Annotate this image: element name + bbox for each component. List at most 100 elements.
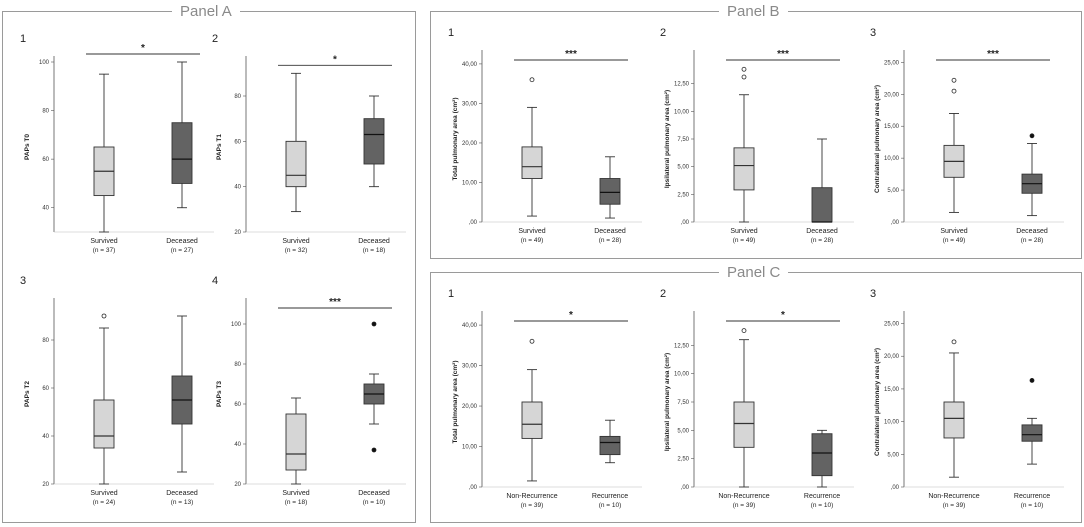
y-tick-label: 25,00 <box>884 60 900 66</box>
y-tick-label: 2,50 <box>677 457 689 463</box>
x-category-label: Survived <box>282 490 309 497</box>
outlier-point <box>101 313 107 319</box>
x-category-label: Survived <box>730 228 757 235</box>
subplot-number: 1 <box>20 33 26 45</box>
y-axis-label: Ipsilateral pulmonary area (cm²) <box>664 353 671 451</box>
x-category-label: Recurrence <box>592 493 628 500</box>
y-axis-label: Contralateral pulmonary area (cm²) <box>874 85 881 193</box>
y-tick-label: 40 <box>234 185 241 191</box>
y-tick-label: 80 <box>234 362 241 368</box>
y-tick-label: 20,00 <box>884 92 900 98</box>
outlier-point <box>1029 378 1035 383</box>
y-tick-label: 40 <box>42 206 49 212</box>
subplot-number: 1 <box>448 27 454 39</box>
panel-b-frame <box>430 11 1082 259</box>
x-category-label: Non-Recurrence <box>718 493 769 500</box>
y-tick-label: 10,00 <box>884 420 900 426</box>
x-category-label: Deceased <box>594 228 626 235</box>
y-tick-label: 80 <box>42 338 49 344</box>
x-sample-size: (n = 39) <box>943 502 966 509</box>
y-tick-label: 20 <box>234 230 241 236</box>
chart-panel-a-3: 3 20 40 60 80 PAPs T2 Survived (n = 24) Deceased… <box>20 275 214 506</box>
chart-panel-b-1: 1 ,00 10,00 20,00 30,00 40,00 Total pulmonary … <box>448 27 642 244</box>
panel-a-title: Panel A <box>172 3 240 20</box>
y-tick-label: 5,00 <box>677 165 689 171</box>
chart-panel-a-2: 2 20 40 60 80 PAPs T1 * Survived (n = 32) Decease… <box>212 33 406 254</box>
y-tick-label: ,00 <box>891 220 900 226</box>
y-tick-label: ,00 <box>469 485 478 491</box>
y-tick-label: 12,50 <box>674 82 690 88</box>
x-category-label: Recurrence <box>1014 493 1050 500</box>
subplot-number: 3 <box>870 27 876 39</box>
outlier-point <box>951 88 957 94</box>
box <box>811 433 833 477</box>
box <box>733 401 755 448</box>
y-tick-label: 20 <box>42 482 49 488</box>
x-sample-size: (n = 10) <box>599 502 622 509</box>
y-axis-label: Contralateral pulmonary area (cm²) <box>874 348 881 456</box>
y-tick-label: 10,00 <box>674 109 690 115</box>
chart-panel-c-1: 1 ,00 10,00 20,00 30,00 40,00 Total pulmonary … <box>448 288 642 509</box>
x-category-label: Survived <box>282 238 309 245</box>
x-sample-size: (n = 10) <box>811 502 834 509</box>
y-tick-label: 10,00 <box>884 156 900 162</box>
chart-panel-b-3: 3 ,00 5,00 10,00 15,00 20,00 25,00 Contralatera… <box>870 27 1064 244</box>
subplot-number: 2 <box>660 288 666 300</box>
box <box>521 146 543 179</box>
x-category-label: Deceased <box>806 228 838 235</box>
y-tick-label: ,00 <box>681 220 690 226</box>
outlier-point <box>741 74 747 80</box>
x-sample-size: (n = 28) <box>1021 237 1044 244</box>
x-category-label: Survived <box>518 228 545 235</box>
x-category-label: Survived <box>90 238 117 245</box>
x-sample-size: (n = 10) <box>363 499 386 506</box>
x-category-label: Deceased <box>1016 228 1048 235</box>
significance-marker: * <box>569 310 573 321</box>
y-tick-label: 12,50 <box>674 343 690 349</box>
y-tick-label: 100 <box>39 60 50 66</box>
box <box>943 401 965 439</box>
x-sample-size: (n = 49) <box>943 237 966 244</box>
panel-b-title: Panel B <box>719 3 788 20</box>
y-tick-label: 60 <box>234 402 241 408</box>
x-sample-size: (n = 18) <box>363 247 386 254</box>
y-axis-label: PAPs T0 <box>24 134 31 160</box>
subplot-number: 3 <box>870 288 876 300</box>
x-sample-size: (n = 49) <box>733 237 756 244</box>
outlier-point <box>529 338 535 344</box>
x-category-label: Recurrence <box>804 493 840 500</box>
y-tick-label: 5,00 <box>887 452 899 458</box>
x-sample-size: (n = 10) <box>1021 502 1044 509</box>
y-tick-label: 5,00 <box>887 188 899 194</box>
y-tick-label: 20 <box>234 482 241 488</box>
box <box>811 187 833 223</box>
significance-marker: * <box>781 310 785 321</box>
x-sample-size: (n = 39) <box>521 502 544 509</box>
x-category-label: Non-Recurrence <box>928 493 979 500</box>
subplot-number: 2 <box>660 27 666 39</box>
y-tick-label: 100 <box>231 322 242 328</box>
outlier-point <box>741 66 747 72</box>
significance-marker: *** <box>987 49 999 60</box>
box <box>285 413 307 471</box>
x-sample-size: (n = 28) <box>599 237 622 244</box>
y-tick-label: 10,00 <box>462 180 478 186</box>
y-tick-label: 20,00 <box>462 141 478 147</box>
outlier-point <box>951 77 957 83</box>
y-axis-label: PAPs T1 <box>216 134 223 160</box>
significance-marker: *** <box>329 297 341 308</box>
x-sample-size: (n = 27) <box>171 247 194 254</box>
x-sample-size: (n = 39) <box>733 502 756 509</box>
y-tick-label: 60 <box>42 157 49 163</box>
y-tick-label: 40 <box>42 434 49 440</box>
subplot-number: 1 <box>448 288 454 300</box>
y-tick-label: ,00 <box>469 220 478 226</box>
subplot-number: 4 <box>212 275 218 287</box>
y-tick-label: 40,00 <box>462 62 478 68</box>
y-tick-label: 80 <box>234 94 241 100</box>
box <box>733 147 755 191</box>
y-tick-label: 7,50 <box>677 400 689 406</box>
y-tick-label: 15,00 <box>884 124 900 130</box>
